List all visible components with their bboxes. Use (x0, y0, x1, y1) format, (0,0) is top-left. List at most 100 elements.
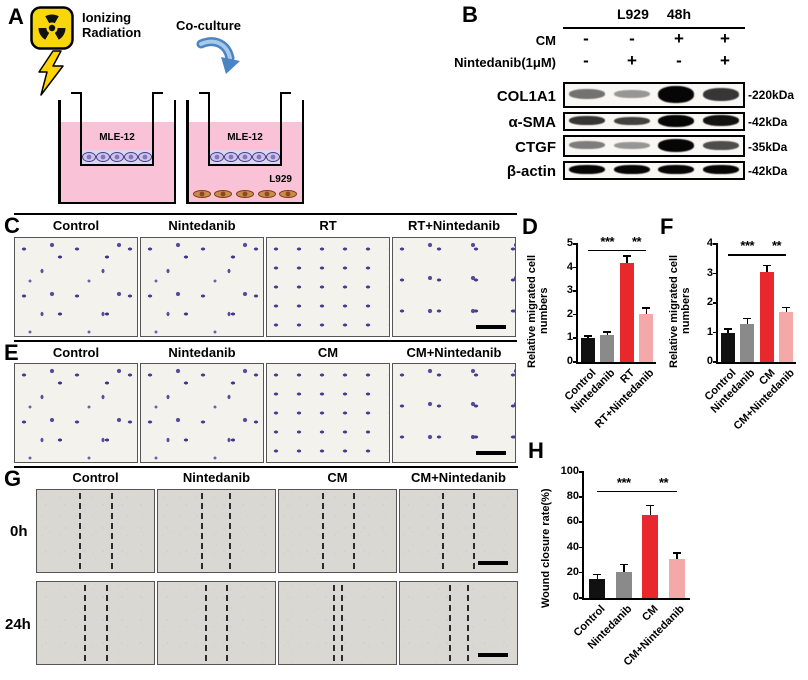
panel-b-label: B (462, 2, 478, 27)
scale-bar (476, 325, 506, 329)
y-tick-mark (573, 313, 578, 316)
y-tick-mark (579, 496, 584, 498)
coculture-arrow-icon (196, 36, 244, 81)
mle12-label: MLE-12 (227, 132, 263, 143)
scale-bar (476, 451, 506, 455)
timepoint-24h-label: 24h (5, 616, 31, 633)
y-tick-label: 4 (706, 237, 713, 249)
mle12-cell (96, 152, 110, 162)
mle12-cell (238, 152, 252, 162)
l929-cell (257, 190, 276, 198)
bactin-kda-label: -42kDa (748, 164, 788, 178)
transwell-image-c-rt (266, 237, 390, 337)
panel-a-label: A (8, 4, 24, 29)
chart-f: F Relative migrated cell numbers 0 1 2 3 4 Co… (656, 214, 808, 436)
transwell-image-e-cm-nintedanib (392, 363, 516, 463)
transwell-image-c-rt-nintedanib (392, 237, 516, 337)
error-bar-cap (619, 563, 628, 566)
significance-line (597, 490, 651, 493)
stained-cells (15, 238, 137, 336)
transwell-image-c-nintedanib (140, 237, 264, 337)
y-tick-mark (573, 243, 578, 245)
y-tick-mark (579, 471, 584, 473)
wound-edge-line (466, 585, 469, 661)
y-tick-label: 4 (566, 260, 573, 273)
dish-floor (58, 201, 176, 204)
panel-divider (14, 213, 517, 215)
transwell-membrane (80, 164, 154, 166)
dish-floor (186, 201, 304, 204)
bactin-label: β-actin (506, 163, 556, 180)
y-tick-mark (573, 361, 578, 363)
wound-edge-line (79, 493, 82, 569)
l929-cell (192, 190, 211, 198)
blot-band (702, 87, 739, 101)
mle12-cell (110, 152, 124, 162)
significance-line (587, 249, 627, 252)
blot-band (613, 165, 650, 174)
col1a1-kda-label: -220kDa (748, 88, 795, 102)
significance-label: *** (740, 238, 755, 254)
y-tick-label: 3 (706, 266, 713, 279)
wound-image-24h-cm-nintedanib (399, 581, 518, 665)
panel-e-col-header: CM (317, 345, 339, 360)
y-tick-label: 40 (566, 540, 579, 553)
panel-c-col-header: Control (52, 218, 100, 233)
error-bar-cap (782, 306, 791, 309)
coculture-label: Co-culture (176, 18, 241, 33)
transwell-insert-wall (208, 92, 210, 166)
error-bar (746, 319, 748, 324)
culture-dish-irradiated: MLE-12 (58, 92, 176, 204)
panel-g-col-header: CM+Nintedanib (411, 470, 506, 485)
blot-box (563, 82, 745, 108)
panel-c-label: C (4, 213, 20, 238)
chart-bar (600, 334, 615, 362)
scale-bar (478, 561, 508, 565)
chart-bar (639, 313, 654, 362)
panel-e-label: E (4, 340, 19, 365)
blot-band (658, 165, 695, 174)
wound-edge-line (229, 493, 232, 569)
y-tick-mark (573, 290, 578, 292)
y-tick-label: 1 (706, 325, 713, 338)
panel-e-col-header: CM+Nintedanib (406, 345, 502, 360)
blot-band (569, 89, 606, 99)
mle12-cell (224, 152, 238, 162)
mle12-cell (138, 152, 152, 162)
mle12-cell (124, 152, 138, 162)
stained-cells (267, 364, 389, 462)
y-tick-mark (573, 266, 578, 269)
dish-wall (58, 100, 61, 204)
transwell-insert-tab (280, 92, 291, 94)
y-tick-mark (713, 331, 718, 333)
wound-image-24h-control (36, 581, 155, 665)
nintedanib-lane-sign: + (627, 51, 637, 70)
y-tick-mark (713, 302, 718, 304)
dish-wall (186, 100, 189, 204)
error-bar (649, 506, 651, 515)
significance-label: *** (616, 474, 631, 490)
radiation-hazard-icon (30, 6, 74, 55)
error-bar (785, 308, 787, 312)
mle12-cell (210, 152, 224, 162)
panel-g-col-header: Nintedanib (182, 470, 251, 485)
mle12-cell (266, 152, 280, 162)
stained-cells (15, 364, 137, 462)
y-tick-mark (579, 597, 584, 599)
nintedanib-lane-sign: - (583, 51, 589, 70)
blot-band (658, 114, 695, 127)
panel-c-col-header: RT (319, 218, 337, 233)
mle12-label: MLE-12 (99, 132, 135, 143)
significance-line (766, 254, 787, 256)
error-bar (645, 308, 647, 314)
error-bar-cap (603, 331, 612, 333)
chart-bar (779, 311, 794, 362)
transwell-insert-wall (152, 92, 154, 166)
col1a1-label: COL1A1 (496, 88, 556, 105)
significance-label: ** (658, 474, 669, 490)
y-tick-mark (713, 272, 718, 274)
y-tick-label: 0 (706, 355, 713, 367)
ionizing-radiation-label: Ionizing Radiation (82, 10, 142, 40)
